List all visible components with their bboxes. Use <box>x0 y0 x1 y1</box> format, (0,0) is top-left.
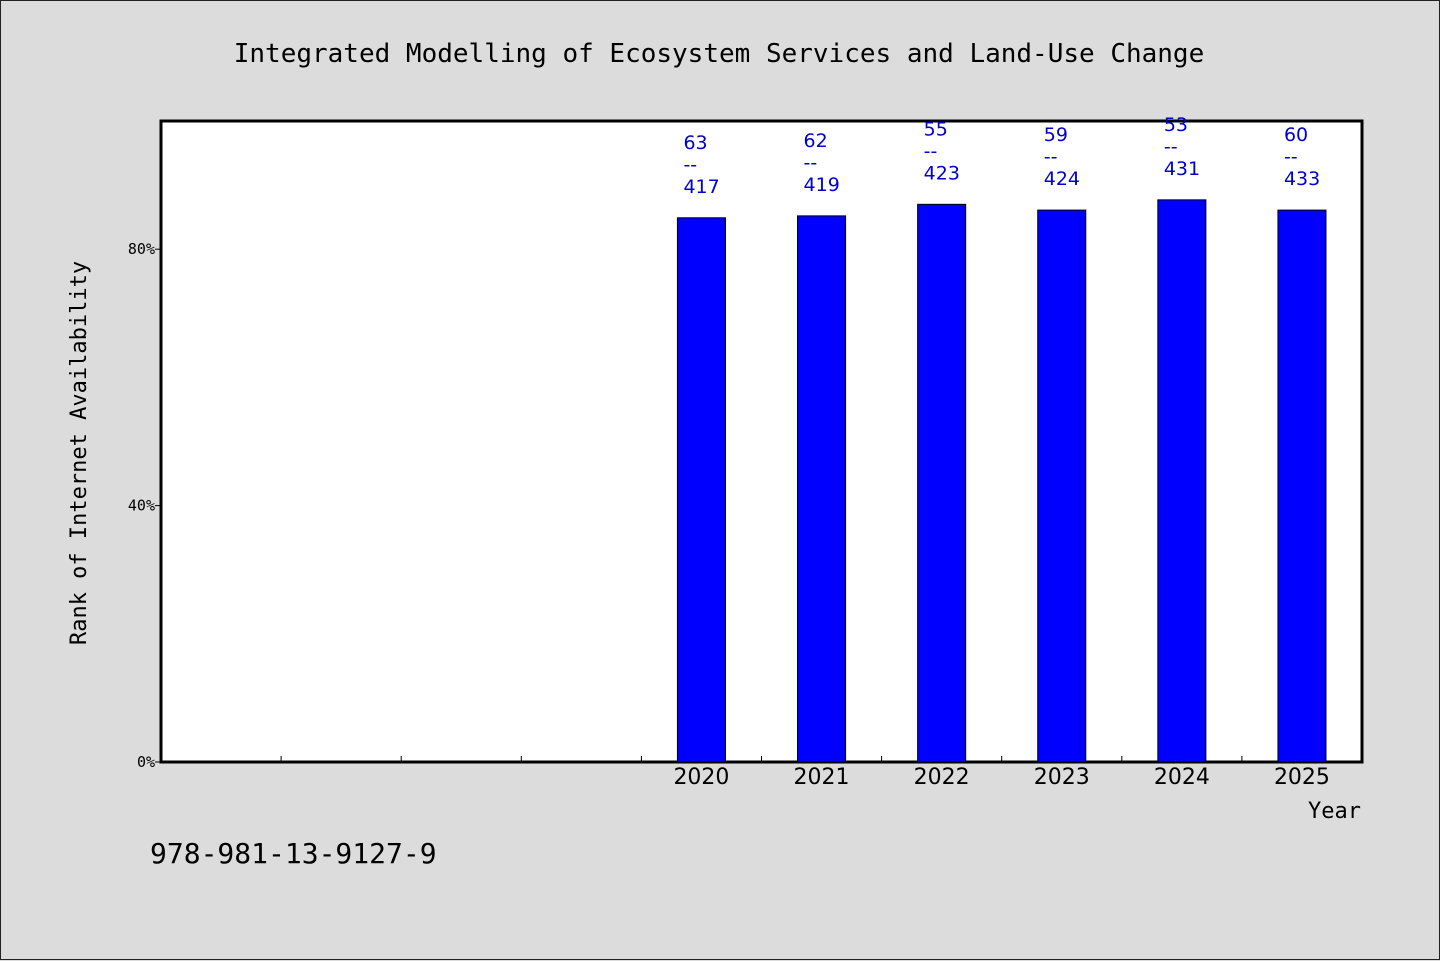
data-label-rank: 55 <box>924 118 948 140</box>
bar <box>1277 209 1327 763</box>
data-label-separator: -- <box>804 152 818 174</box>
bars <box>676 199 1327 763</box>
x-tick-label: 2021 <box>794 765 850 790</box>
bar <box>1037 209 1087 763</box>
bar <box>797 215 847 763</box>
data-label-total: 424 <box>1044 168 1080 190</box>
x-tick-label: 2024 <box>1154 765 1210 790</box>
data-label-separator: -- <box>683 154 697 176</box>
data-label-total: 431 <box>1164 158 1200 180</box>
y-axis-label: Rank of Internet Availability <box>67 261 92 645</box>
data-label-separator: -- <box>1164 136 1178 158</box>
x-tick-label: 2020 <box>673 765 729 790</box>
data-label-separator: -- <box>924 140 938 162</box>
data-label-total: 419 <box>804 174 840 196</box>
data-label-total: 423 <box>924 162 960 184</box>
data-label-separator: -- <box>1284 146 1298 168</box>
x-tick-label: 2022 <box>914 765 970 790</box>
bar <box>917 203 967 763</box>
chart-title: Integrated Modelling of Ecosystem Servic… <box>234 39 1205 69</box>
isbn-label: 978-981-13-9127-9 <box>150 837 437 870</box>
data-label-rank: 62 <box>804 130 828 152</box>
y-tick-label: 40% <box>128 497 155 515</box>
data-label-rank: 60 <box>1284 124 1308 146</box>
x-axis-label: Year <box>1308 799 1361 824</box>
axis-ticks: 0% 40% 80% <box>128 240 1243 771</box>
data-label-total: 433 <box>1284 168 1320 190</box>
data-label-total: 417 <box>683 176 719 198</box>
y-tick-label: 80% <box>128 240 155 258</box>
bar <box>1157 199 1207 763</box>
x-tick-label: 2023 <box>1034 765 1090 790</box>
data-label-separator: -- <box>1044 146 1058 168</box>
data-label-rank: 59 <box>1044 124 1068 146</box>
y-tick-label: 0% <box>137 753 155 771</box>
x-tick-label: 2025 <box>1274 765 1330 790</box>
data-labels: 202063--417202162--419202255--423202359-… <box>673 114 1329 790</box>
data-label-rank: 63 <box>683 132 707 154</box>
data-label-rank: 53 <box>1164 114 1188 136</box>
bar <box>676 217 726 763</box>
